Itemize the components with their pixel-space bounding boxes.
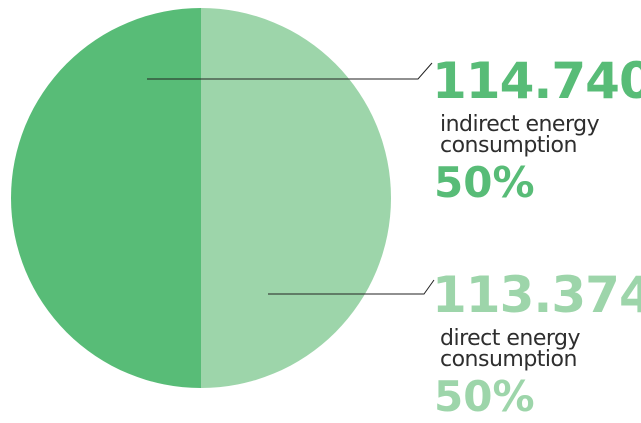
pie-slice-direct — [201, 8, 391, 388]
direct-energy-label: 113.374 direct energy consumption 50% — [432, 270, 641, 418]
direct-energy-desc-line1: direct energy — [440, 326, 581, 351]
indirect-energy-value: 114.740 — [432, 52, 641, 110]
pie-slice-indirect — [11, 8, 201, 388]
indirect-energy-label: 114.740 indirect energy consumption 50% — [432, 56, 641, 204]
leader-line-direct — [268, 279, 435, 295]
indirect-energy-desc-line1: indirect energy — [440, 112, 600, 137]
indirect-energy-desc-line2: consumption — [440, 133, 577, 158]
direct-energy-value: 113.374 — [432, 266, 641, 324]
leader-line-indirect — [147, 62, 433, 80]
direct-energy-percent: 50% — [434, 372, 535, 421]
direct-energy-desc-line2: consumption — [440, 347, 577, 372]
indirect-energy-percent: 50% — [434, 158, 535, 207]
